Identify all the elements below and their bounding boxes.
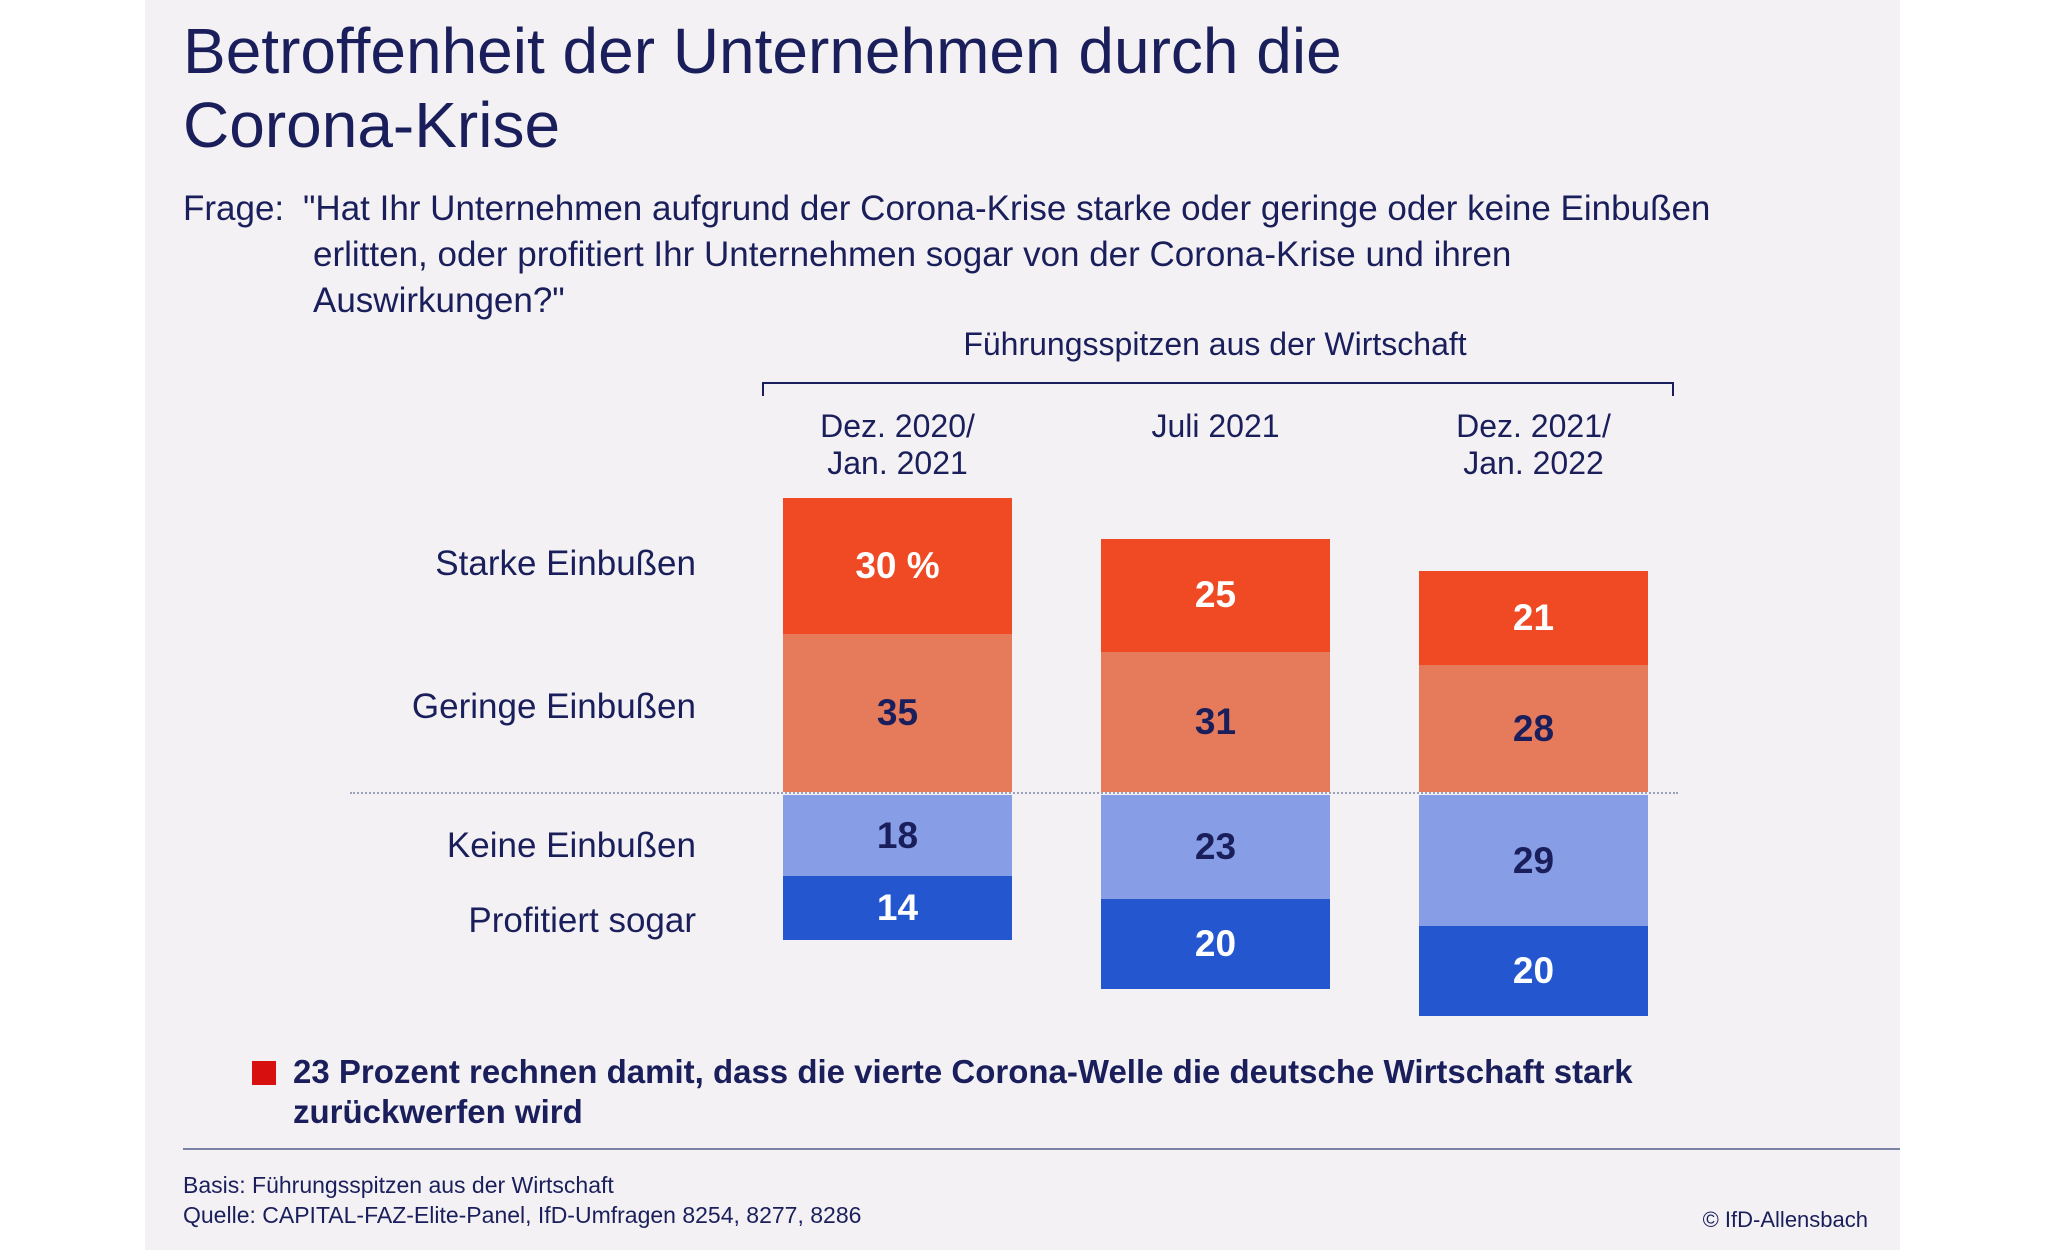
bar-value-label: 29: [1512, 839, 1555, 881]
bar-value-label: 25: [1194, 574, 1237, 616]
row-label: Keine Einbußen: [446, 826, 696, 865]
chart-title: Betroffenheit der Unternehmen durch die …: [183, 15, 1342, 161]
column-header-line: Juli 2021: [1151, 408, 1280, 444]
bar-segment: 18: [783, 795, 1012, 877]
bar-value-label: 20: [1194, 923, 1237, 965]
group-bracket: [762, 382, 1674, 396]
note-marker: [252, 1061, 276, 1085]
question-label: Frage:: [183, 189, 285, 228]
column-header-line: Dez. 2020/: [820, 408, 975, 444]
bar-value-label: 30 %: [855, 544, 940, 586]
column-header: Dez. 2021/Jan. 2022: [1384, 408, 1684, 482]
bar-segment: 30 %: [783, 498, 1012, 634]
bar-value-label: 18: [876, 814, 919, 856]
basis-text: Basis: Führungsspitzen aus der Wirtschaf…: [183, 1172, 614, 1198]
bar-value-label: 23: [1194, 825, 1237, 867]
copyright-text: © IfD-Allensbach: [1702, 1207, 1868, 1232]
bar-segment: 23: [1101, 795, 1330, 899]
bar-value-label: 31: [1194, 700, 1237, 742]
bar-value-label: 14: [876, 886, 919, 928]
bar-segment: 20: [1419, 926, 1648, 1017]
bar-segment: 35: [783, 633, 1012, 792]
bar-segment: 28: [1419, 665, 1648, 792]
footer-rule: [183, 1148, 1900, 1150]
bar-segment: 14: [783, 876, 1012, 940]
bar-segment: 21: [1419, 570, 1648, 666]
bar-value-label: 35: [876, 691, 919, 733]
bar-value-label: 21: [1512, 596, 1555, 638]
bar-segment: 29: [1419, 795, 1648, 927]
bar-value-label: 28: [1512, 707, 1555, 749]
group-label: Führungsspitzen aus der Wirtschaft: [963, 326, 1467, 362]
bar-segment: 20: [1101, 898, 1330, 990]
row-label: Profitiert sogar: [468, 901, 696, 940]
note-text: 23 Prozent rechnen damit, dass die viert…: [293, 1053, 1633, 1130]
bar-segment: 25: [1101, 538, 1330, 652]
column-header-line: Dez. 2021/: [1456, 408, 1611, 444]
zero-divider: [350, 792, 1678, 794]
question-text: "Hat Ihr Unternehmen aufgrund der Corona…: [303, 189, 1711, 320]
row-label: Starke Einbußen: [435, 544, 696, 583]
column-header-line: Jan. 2021: [827, 445, 968, 481]
column-header-line: Jan. 2022: [1463, 445, 1604, 481]
column-header: Dez. 2020/Jan. 2021: [748, 408, 1048, 482]
source-text: Quelle: CAPITAL-FAZ-Elite-Panel, IfD-Umf…: [183, 1202, 862, 1228]
bar-segment: 31: [1101, 651, 1330, 792]
bar-value-label: 20: [1512, 950, 1555, 992]
column-header: Juli 2021: [1066, 408, 1366, 445]
row-label: Geringe Einbußen: [411, 687, 696, 726]
